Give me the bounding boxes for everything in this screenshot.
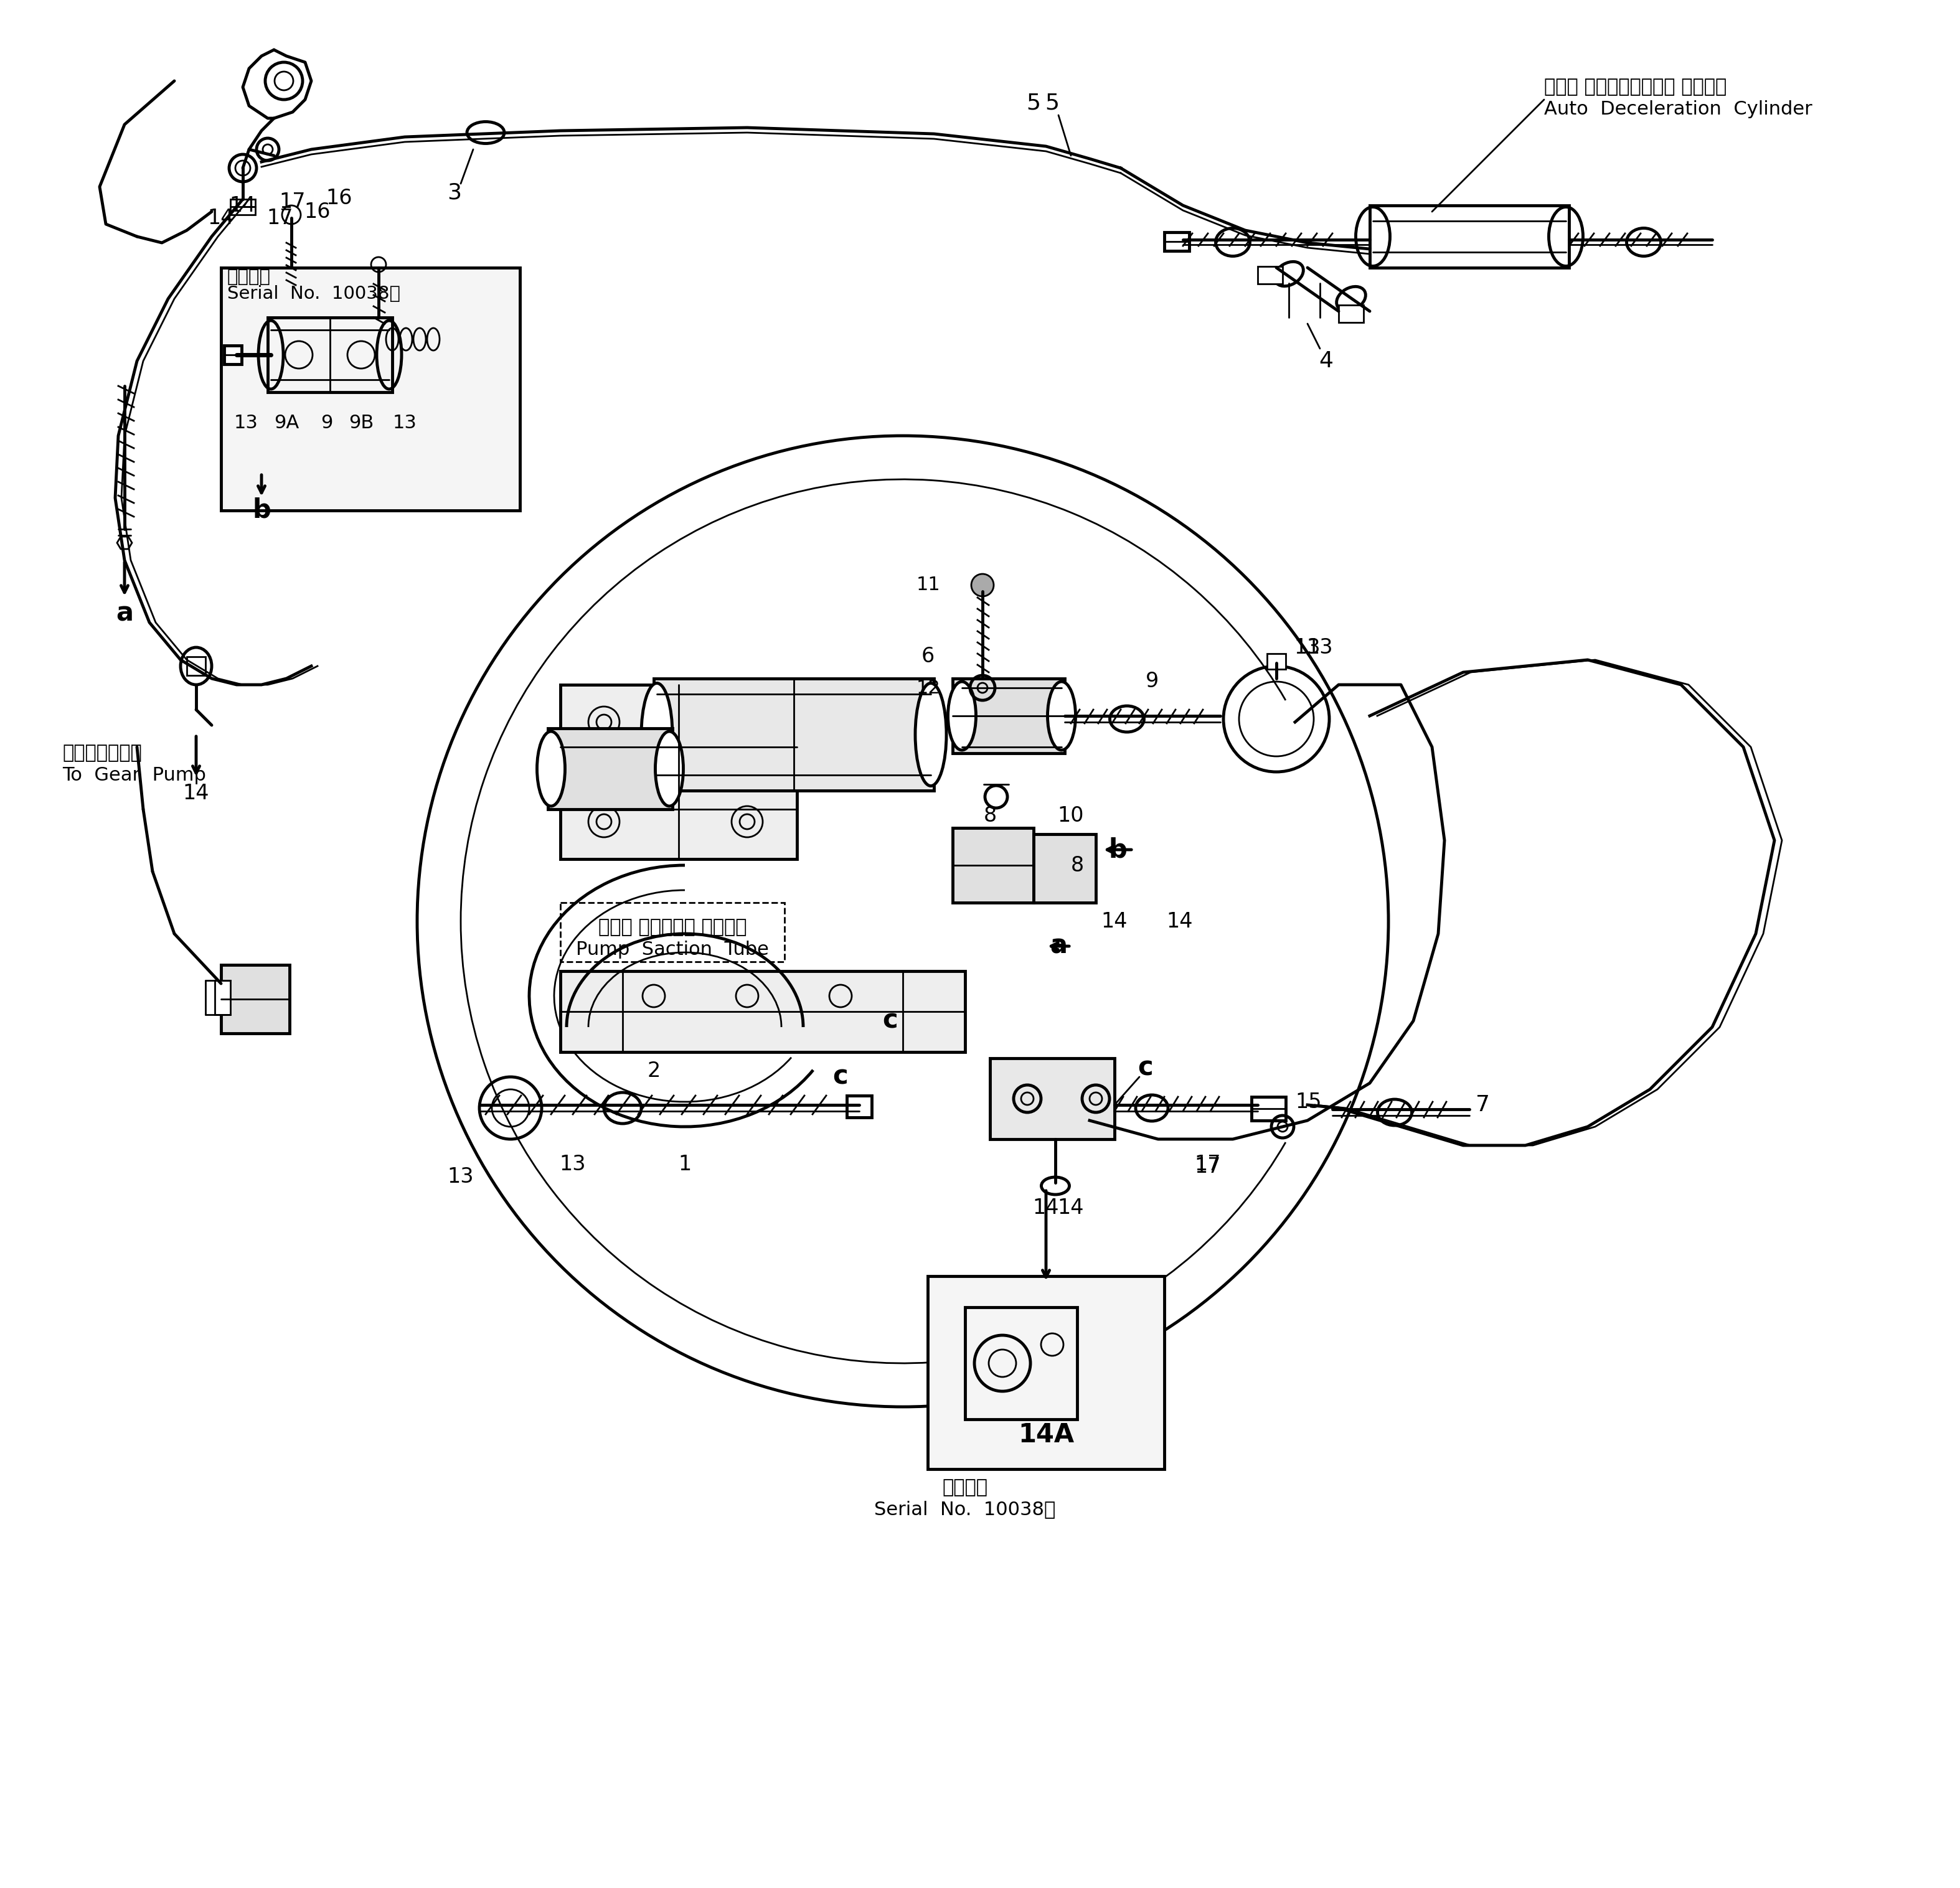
Text: 17: 17: [1196, 1157, 1221, 1178]
Text: 14: 14: [1058, 1197, 1084, 1218]
Text: 17: 17: [280, 193, 306, 213]
Text: 11: 11: [915, 576, 941, 595]
Text: 13: 13: [392, 413, 417, 432]
Text: ポンプ サクション チューブ: ポンプ サクション チューブ: [598, 918, 747, 936]
Text: 9A: 9A: [274, 413, 300, 432]
Text: Serial  No.  10038～: Serial No. 10038～: [874, 1501, 1056, 1518]
Text: 14: 14: [1166, 912, 1194, 931]
Text: 5: 5: [1045, 93, 1060, 113]
Ellipse shape: [1047, 682, 1076, 750]
Bar: [231, 200, 255, 215]
Text: 4: 4: [1319, 351, 1333, 372]
Bar: [1258, 266, 1282, 283]
Bar: [1164, 232, 1190, 251]
Text: 13: 13: [1307, 636, 1333, 657]
Ellipse shape: [915, 683, 947, 785]
Text: Auto  Deceleration  Cylinder: Auto Deceleration Cylinder: [1544, 100, 1813, 117]
Text: 適用号機: 適用号機: [227, 268, 270, 285]
Text: Serial  No.  10038～: Serial No. 10038～: [227, 285, 400, 302]
Text: a: a: [116, 600, 133, 627]
Bar: [1339, 306, 1364, 323]
Bar: [561, 970, 964, 1052]
Text: 13: 13: [1294, 636, 1321, 657]
Bar: [223, 346, 241, 364]
Text: 14A: 14A: [1017, 1422, 1074, 1448]
Text: 15: 15: [1296, 1091, 1321, 1112]
Bar: [186, 657, 206, 676]
Bar: [953, 678, 1064, 753]
Bar: [1370, 206, 1570, 268]
Text: 17: 17: [267, 208, 294, 228]
Bar: [1252, 1097, 1286, 1120]
Text: 16: 16: [325, 187, 353, 208]
Text: c: c: [882, 1008, 898, 1035]
Text: 8: 8: [1070, 855, 1084, 876]
Ellipse shape: [655, 731, 684, 806]
Bar: [549, 729, 672, 810]
Ellipse shape: [641, 683, 672, 785]
Bar: [221, 268, 519, 510]
Bar: [221, 965, 290, 1033]
Text: 14: 14: [1033, 1197, 1058, 1218]
Text: 12: 12: [915, 680, 941, 697]
Text: 9: 9: [1145, 672, 1158, 691]
Text: 14: 14: [1102, 912, 1127, 931]
Text: a: a: [1051, 933, 1066, 959]
Bar: [1033, 834, 1096, 902]
Polygon shape: [118, 536, 131, 549]
Text: 10: 10: [1058, 804, 1084, 825]
Bar: [269, 317, 392, 393]
Text: b: b: [1107, 836, 1127, 863]
Text: オート デセラレーション シリンダ: オート デセラレーション シリンダ: [1544, 77, 1727, 96]
Bar: [964, 1306, 1078, 1420]
Text: c: c: [833, 1063, 849, 1089]
Bar: [990, 1059, 1115, 1138]
Text: 13: 13: [233, 413, 259, 432]
Bar: [561, 902, 784, 961]
Bar: [655, 678, 933, 791]
Bar: [847, 1095, 872, 1118]
Text: ギヤーポンプへ: ギヤーポンプへ: [63, 744, 141, 763]
Bar: [1266, 653, 1286, 668]
Circle shape: [972, 574, 994, 597]
Text: Pump  Saction  Tube: Pump Saction Tube: [576, 940, 768, 959]
Text: 9: 9: [321, 413, 333, 432]
Text: 適用号機: 適用号機: [943, 1478, 988, 1497]
Bar: [953, 829, 1033, 902]
Text: To  Gear  Pump: To Gear Pump: [63, 767, 206, 784]
Text: 16: 16: [304, 202, 331, 223]
Text: 8: 8: [984, 804, 996, 825]
Text: 13: 13: [447, 1167, 474, 1188]
Text: 1: 1: [678, 1154, 692, 1174]
Bar: [216, 980, 231, 1014]
Text: 13: 13: [559, 1154, 586, 1174]
Text: b: b: [253, 497, 270, 523]
Bar: [561, 685, 798, 859]
Bar: [927, 1276, 1164, 1469]
Text: 5: 5: [1027, 93, 1041, 113]
Text: 6: 6: [921, 646, 935, 666]
Ellipse shape: [537, 731, 564, 806]
Text: 14: 14: [182, 784, 210, 804]
Text: 9B: 9B: [349, 413, 374, 432]
Text: 2: 2: [647, 1061, 661, 1082]
Text: 14: 14: [229, 194, 257, 215]
Ellipse shape: [949, 682, 976, 750]
Text: 3: 3: [447, 183, 463, 204]
Text: 7: 7: [1476, 1095, 1490, 1116]
Text: c: c: [1139, 1055, 1152, 1080]
Text: 14: 14: [208, 208, 235, 228]
Text: 17: 17: [1196, 1154, 1221, 1174]
